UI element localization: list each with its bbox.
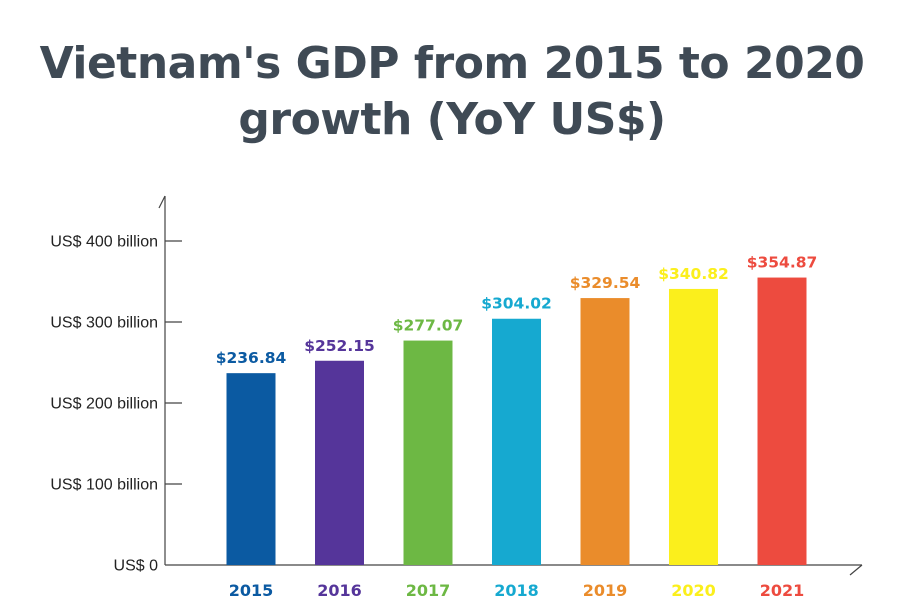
value-label-2017: $277.07: [393, 317, 464, 335]
bar-2017: [403, 340, 453, 565]
y-axis-arrow: [158, 195, 166, 209]
bar-2015: [226, 373, 276, 565]
x-axis-labels: 2015 2016 2017 2018 2019 2020 2021: [229, 581, 805, 600]
bar-2019: [580, 298, 630, 565]
y-tick-label: US$ 400 billion: [50, 234, 158, 251]
y-tick-label: US$ 200 billion: [50, 396, 158, 413]
value-label-2020: $340.82: [658, 265, 729, 283]
x-tick-label-2019: 2019: [583, 581, 628, 600]
x-tick-label-2015: 2015: [229, 581, 274, 600]
x-tick-label-2017: 2017: [406, 581, 451, 600]
bar-2021: [757, 277, 807, 565]
bar-2018: [492, 318, 541, 565]
bar-2016: [315, 360, 364, 565]
value-label-2019: $329.54: [570, 274, 641, 292]
chart-title: Vietnam's GDP from 2015 to 2020 growth (…: [0, 36, 904, 148]
x-tick-label-2018: 2018: [494, 581, 539, 600]
y-tick-label: US$ 300 billion: [50, 315, 158, 332]
x-tick-label-2021: 2021: [760, 581, 805, 600]
bars: [226, 277, 807, 565]
y-tick-label: US$ 100 billion: [50, 477, 158, 494]
chart-title-text: Vietnam's GDP from 2015 to 2020 growth (…: [39, 38, 865, 145]
value-label-2015: $236.84: [216, 349, 287, 367]
y-axis-ticks: US$ 0 US$ 100 billion US$ 200 billion US$ 3…: [50, 234, 182, 575]
value-label-2016: $252.15: [304, 337, 375, 355]
y-tick-label: US$ 0: [114, 558, 159, 575]
value-labels: $236.84 $252.15 $277.07 $304.02 $329.54 $340.…: [216, 254, 818, 368]
x-tick-label-2020: 2020: [671, 581, 716, 600]
value-label-2021: $354.87: [747, 254, 818, 272]
bar-2020: [669, 288, 718, 565]
x-tick-label-2016: 2016: [317, 581, 362, 600]
x-axis-arrow: [849, 564, 863, 576]
value-label-2018: $304.02: [481, 295, 552, 313]
